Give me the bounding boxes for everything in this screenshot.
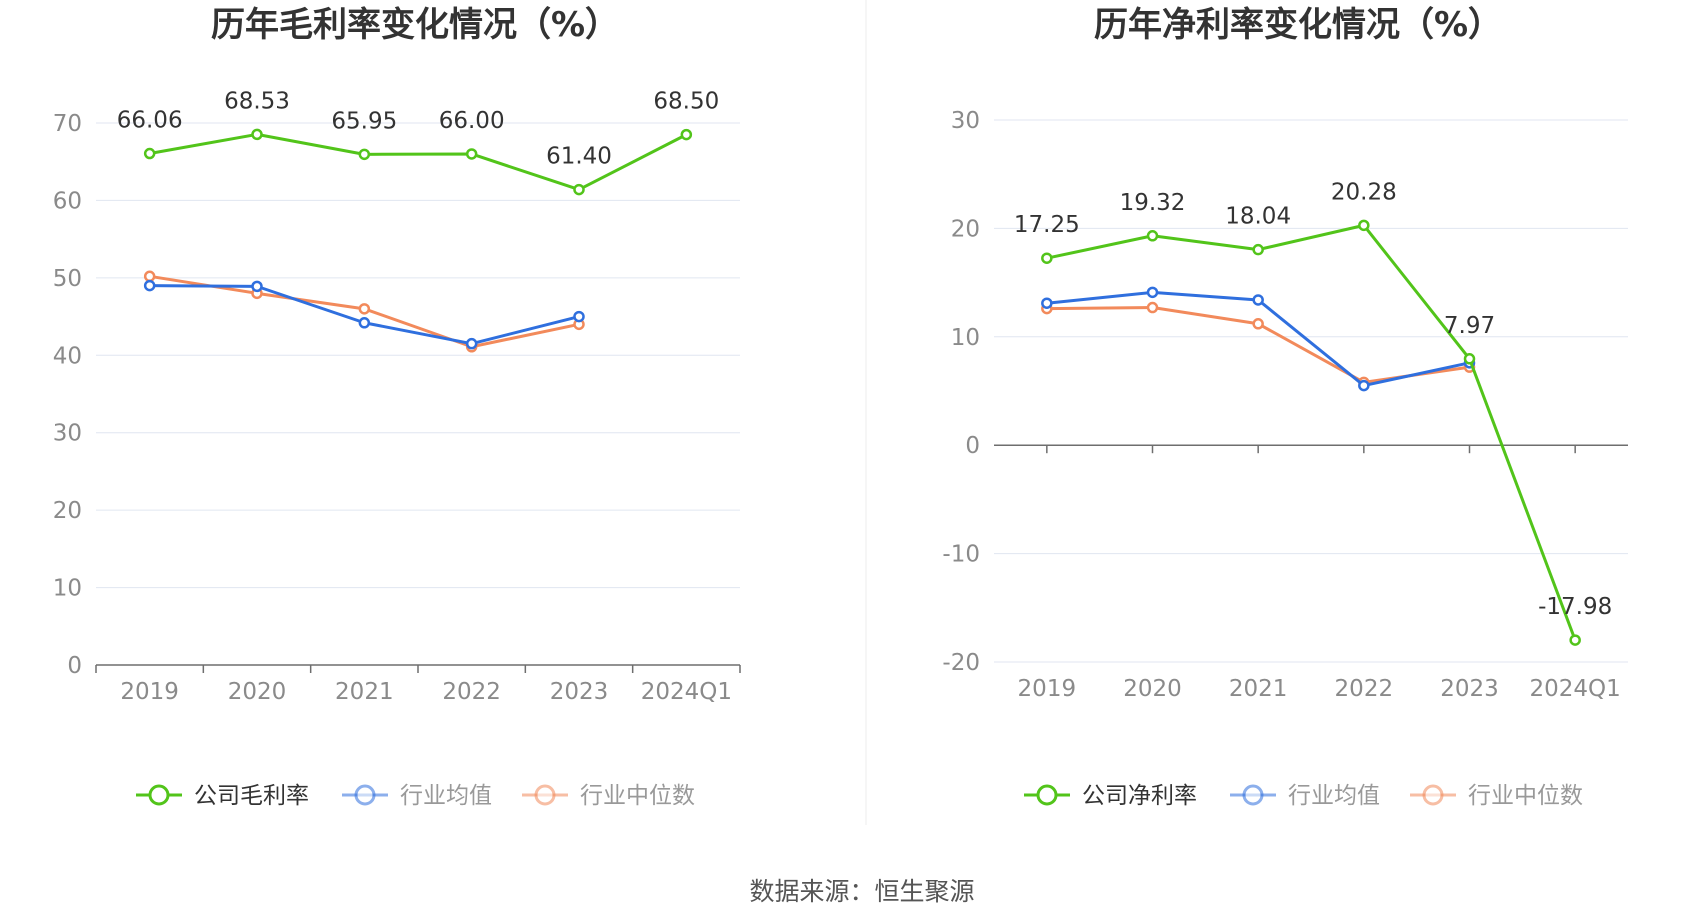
x-tick-label: 2019 (120, 679, 179, 705)
y-tick-label: 30 (951, 108, 980, 134)
data-point (143, 279, 156, 292)
data-point (680, 128, 693, 141)
legend-swatch-marker (148, 784, 170, 806)
legend-label: 行业中位数 (1468, 783, 1583, 809)
x-tick-label: 2024Q1 (1530, 676, 1621, 702)
y-tick-label: 40 (53, 343, 82, 369)
y-tick-label: 20 (53, 498, 82, 524)
y-tick-label: 0 (965, 433, 980, 459)
data-label: 66.06 (117, 108, 183, 134)
data-point (1463, 353, 1476, 365)
data-point (1146, 230, 1159, 242)
data-point (1041, 297, 1053, 309)
x-tick-label: 2023 (550, 679, 609, 705)
data-point (1252, 318, 1264, 330)
legend-label: 行业中位数 (580, 783, 695, 809)
legend-swatch-marker (354, 784, 376, 806)
data-point (143, 147, 156, 160)
legend-label: 公司毛利率 (194, 783, 309, 809)
legend-label: 行业均值 (400, 783, 492, 809)
x-tick-label: 2022 (1335, 676, 1394, 702)
legend-swatch-marker (1422, 784, 1444, 806)
series-line-company (1046, 223, 1577, 641)
source-note: 数据来源：恒生聚源 (749, 877, 974, 906)
data-point (251, 280, 263, 293)
data-point (358, 303, 371, 315)
data-point (1146, 301, 1159, 314)
data-point (358, 148, 371, 161)
x-tick-label: 2021 (335, 679, 394, 705)
data-point (1569, 634, 1581, 646)
data-point (465, 337, 478, 350)
data-label: 61.40 (546, 144, 612, 170)
data-label: 20.28 (1331, 179, 1397, 205)
data-point (143, 270, 156, 283)
y-tick-label: 10 (53, 576, 82, 602)
legend-swatch-marker (534, 784, 556, 806)
legend-swatch-marker (1036, 784, 1058, 806)
data-label: 68.50 (653, 89, 719, 115)
series-line-industry-average (1046, 290, 1470, 388)
series-line-company (149, 132, 688, 192)
data-label: 7.97 (1444, 313, 1495, 339)
y-tick-label: 0 (67, 653, 82, 679)
data-point (1358, 219, 1370, 232)
data-point (1252, 243, 1264, 256)
y-tick-label: 50 (53, 266, 82, 292)
y-tick-label: 10 (951, 325, 980, 351)
data-point (573, 183, 585, 196)
data-label: -17.98 (1538, 594, 1612, 620)
x-tick-label: 2020 (1123, 676, 1182, 702)
data-point (358, 317, 371, 329)
y-tick-label: 60 (53, 188, 82, 214)
data-label: 19.32 (1120, 190, 1186, 216)
y-tick-label: -10 (942, 542, 980, 568)
data-label: 17.25 (1014, 212, 1080, 238)
data-point (1358, 379, 1370, 392)
legend-swatch-marker (1242, 784, 1264, 806)
data-label: 18.04 (1225, 204, 1291, 230)
x-tick-label: 2020 (228, 679, 287, 705)
data-point (251, 128, 263, 141)
series-line-industry-average (149, 284, 580, 346)
y-tick-label: 70 (53, 111, 82, 137)
data-point (1146, 286, 1159, 299)
y-tick-label: 20 (951, 216, 980, 242)
x-tick-label: 2022 (442, 679, 501, 705)
data-point (1252, 294, 1264, 306)
data-point (1041, 252, 1053, 264)
data-label: 65.95 (331, 108, 397, 134)
chart-title-0: 历年毛利率变化情况（%） (211, 5, 619, 45)
x-tick-label: 2023 (1440, 676, 1499, 702)
data-point (573, 310, 585, 323)
x-tick-label: 2024Q1 (641, 679, 732, 705)
data-label: 68.53 (224, 88, 290, 114)
legend-label: 公司净利率 (1082, 783, 1197, 809)
y-tick-label: -20 (942, 650, 980, 676)
x-tick-label: 2021 (1229, 676, 1288, 702)
y-tick-label: 30 (53, 421, 82, 447)
legend-label: 行业均值 (1288, 783, 1380, 809)
chart-title-1: 历年净利率变化情况（%） (1094, 5, 1502, 45)
data-point (465, 148, 478, 160)
x-tick-label: 2019 (1018, 676, 1077, 702)
data-label: 66.00 (439, 108, 505, 134)
